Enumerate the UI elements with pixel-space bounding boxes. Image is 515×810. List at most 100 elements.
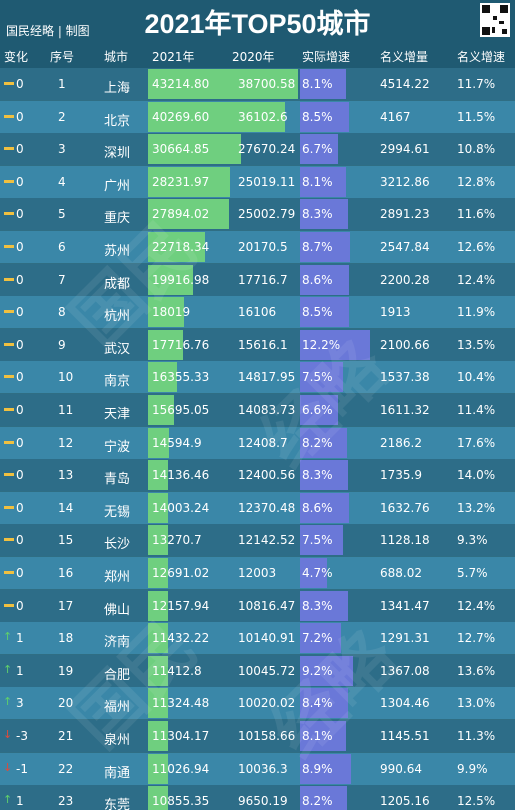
real-growth-bar — [300, 362, 344, 393]
arrow-up-icon: ↑ — [3, 662, 13, 676]
real-growth-value: 8.6% — [302, 272, 333, 287]
no-change-icon — [4, 408, 14, 411]
gdp-2021-bar — [148, 69, 298, 99]
rank-value: 13 — [58, 468, 74, 483]
real-growth-value: 8.7% — [302, 240, 333, 254]
table-row: 0 9 武汉 17716.76 15616.1 12.2% 2100.66 13.5% — [0, 328, 515, 361]
nominal-increase-value: 2994.61 — [380, 142, 430, 157]
rank-value: 12 — [58, 435, 74, 450]
real-growth-value: 7.5% — [302, 370, 333, 385]
real-growth-bar — [300, 590, 348, 621]
nominal-growth-value: 5.7% — [457, 566, 488, 580]
city-name: 天津 — [104, 407, 131, 422]
real-growth-value: 8.3% — [302, 207, 333, 222]
table-row: ↑ 1 18 济南 11432.22 10140.91 7.2% 1291.31 12.7% — [0, 622, 515, 655]
rank-value: 15 — [58, 533, 74, 548]
gdp-2020-value: 12003 — [238, 566, 277, 580]
real-growth-value: 9.2% — [302, 663, 333, 678]
change-value: 1 — [16, 631, 24, 646]
rank-value: 18 — [58, 631, 74, 646]
gdp-2021-value: 15695.05 — [152, 403, 210, 417]
no-change-icon — [4, 245, 14, 248]
real-growth-bar — [300, 623, 342, 654]
gdp-2020-value: 10045.72 — [238, 663, 296, 678]
gdp-2020-value: 10036.3 — [238, 761, 288, 776]
nominal-increase-value: 990.64 — [380, 761, 422, 776]
nominal-growth-value: 9.9% — [457, 761, 488, 776]
city-name: 广州 — [104, 178, 131, 194]
city-name: 合肥 — [104, 667, 131, 683]
real-growth-value: 8.2% — [302, 435, 333, 450]
change-value: -3 — [16, 729, 28, 743]
real-growth-bar — [300, 721, 347, 751]
change-value: 3 — [16, 696, 24, 711]
real-growth-bar — [300, 232, 350, 262]
nominal-increase-value: 1341.47 — [380, 598, 430, 613]
change-value: 0 — [16, 174, 24, 189]
nominal-increase-value: 1128.18 — [380, 533, 430, 548]
change-value: 0 — [16, 272, 24, 287]
gdp-2020-value: 15616.1 — [238, 337, 288, 352]
table-row: 0 1 上海 43214.80 38700.58 8.1% 4514.22 11.7% — [0, 68, 515, 100]
no-change-icon — [4, 473, 14, 477]
city-name: 济南 — [104, 635, 131, 651]
gdp-2021-value: 11324.48 — [152, 696, 210, 711]
column-headers: 变化 序号 城市 2021年 2020年 实际增速 名义增量 名义增速 — [0, 42, 515, 68]
real-growth-value: 7.5% — [302, 533, 333, 548]
gdp-2020-value: 17716.7 — [238, 272, 288, 287]
real-growth-value: 8.2% — [302, 794, 333, 809]
gdp-2021-bar — [148, 525, 168, 556]
rank-value: 5 — [58, 207, 66, 222]
gdp-2021-value: 40269.60 — [152, 109, 210, 124]
gdp-2021-bar — [148, 623, 168, 654]
nominal-growth-value: 11.7% — [457, 77, 496, 91]
table-row: ↑ 3 20 福州 11324.48 10020.02 8.4% 1304.46 13.0% — [0, 687, 515, 720]
gdp-2020-value: 12400.56 — [238, 468, 296, 483]
real-growth-bar — [300, 297, 349, 328]
gdp-2021-value: 16355.33 — [152, 370, 210, 385]
real-growth-value: 8.4% — [302, 696, 333, 711]
real-growth-bar — [300, 525, 344, 556]
city-name: 福州 — [104, 700, 131, 716]
table-row: ↓ -3 21 泉州 11304.17 10158.66 8.1% 1145.51 11.3% — [0, 720, 515, 752]
gdp-2020-value: 27670.24 — [238, 142, 296, 157]
real-growth-bar — [300, 786, 348, 810]
city-name: 杭州 — [104, 309, 131, 325]
gdp-2021-value: 27894.02 — [152, 207, 210, 222]
arrow-up-icon: ↑ — [3, 793, 13, 807]
change-value: 1 — [16, 794, 24, 809]
change-value: 0 — [16, 305, 24, 320]
col-rank: 序号 — [50, 50, 75, 64]
table-row: 0 8 杭州 18019 16106 8.5% 1913 11.9% — [0, 296, 515, 329]
gdp-2021-value: 11432.22 — [152, 631, 210, 646]
real-growth-value: 8.5% — [302, 109, 333, 124]
gdp-2021-bar — [148, 721, 168, 751]
no-change-icon — [4, 277, 14, 281]
table-row: 0 3 深圳 30664.85 27670.24 6.7% 2994.61 10.8% — [0, 133, 515, 166]
city-name: 成都 — [104, 276, 131, 292]
brand-label: 国民经略 | 制图 — [6, 24, 90, 38]
gdp-2021-value: 11412.8 — [152, 663, 202, 678]
nominal-growth-value: 10.4% — [457, 370, 496, 385]
nominal-increase-value: 688.02 — [380, 566, 422, 580]
change-value: 0 — [16, 77, 24, 91]
nominal-increase-value: 1537.38 — [380, 370, 430, 385]
rank-value: 19 — [58, 663, 74, 678]
gdp-2021-value: 22718.34 — [152, 240, 210, 254]
table-row: 0 2 北京 40269.60 36102.6 8.5% 4167 11.5% — [0, 100, 515, 133]
rank-value: 11 — [58, 403, 74, 417]
nominal-increase-value: 1291.31 — [380, 631, 430, 646]
page-title: 2021年TOP50城市 — [144, 9, 371, 39]
gdp-2020-value: 10020.02 — [238, 696, 296, 711]
table-row: 0 14 无锡 14003.24 12370.48 8.6% 1632.76 13.2% — [0, 491, 515, 524]
no-change-icon — [4, 114, 14, 118]
no-change-icon — [4, 603, 14, 607]
real-growth-value: 8.1% — [302, 729, 333, 743]
change-value: 0 — [16, 142, 24, 157]
rank-value: 4 — [58, 174, 66, 189]
no-change-icon — [4, 505, 14, 509]
change-value: 1 — [16, 663, 24, 678]
real-growth-bar — [300, 101, 349, 132]
change-value: 0 — [16, 207, 24, 222]
real-growth-value: 7.2% — [302, 631, 333, 646]
